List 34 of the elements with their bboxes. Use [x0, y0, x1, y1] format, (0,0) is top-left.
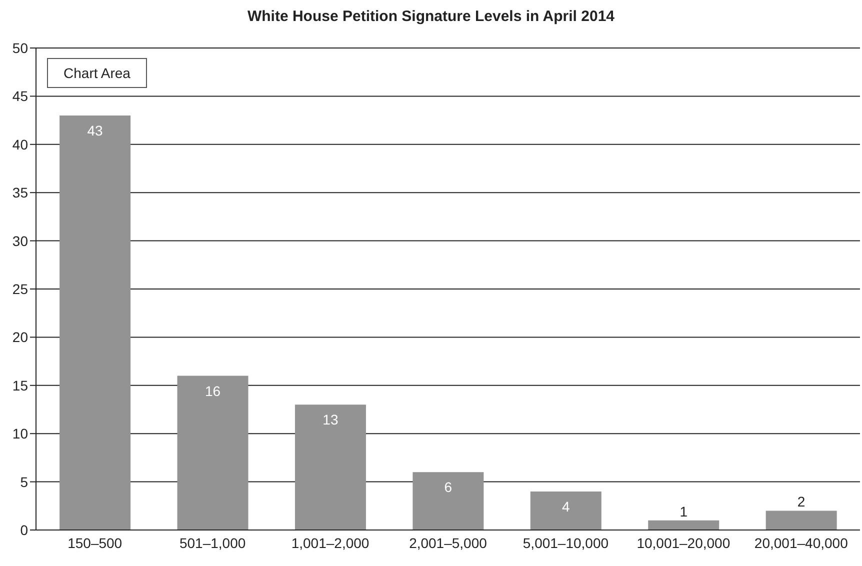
- x-tick-label: 501–1,000: [179, 534, 246, 551]
- bar: [766, 510, 837, 530]
- y-tick-label: 15: [12, 377, 28, 394]
- data-label: 13: [322, 412, 338, 428]
- annotation: Chart Area: [47, 58, 147, 88]
- bar: [648, 520, 720, 530]
- chart-title: White House Petition Signature Levels in April 2014: [246, 8, 616, 25]
- bar: [60, 115, 131, 530]
- bar: [530, 491, 602, 530]
- y-tick-label: 5: [20, 474, 28, 490]
- bar: [294, 404, 366, 530]
- y-tick-label: 45: [12, 88, 28, 104]
- x-tick-label: 150–500: [68, 534, 122, 551]
- x-tick-label: 5,001–10,000: [522, 534, 609, 551]
- data-label: 6: [444, 479, 452, 496]
- x-tick-label: 1,001–2,000: [291, 534, 370, 551]
- y-tick-label: 50: [12, 40, 28, 56]
- y-tick-label: 30: [12, 232, 28, 249]
- y-tick-label: 25: [12, 280, 28, 297]
- data-label: 43: [87, 122, 104, 138]
- y-tick-label: 0: [20, 522, 28, 538]
- data-label: 4: [562, 498, 570, 514]
- data-label: 2: [797, 494, 806, 510]
- bar: [412, 472, 484, 530]
- x-tick-label: 10,001–20,000: [636, 534, 730, 551]
- y-tick-label: 35: [12, 184, 28, 201]
- y-tick-label: 20: [12, 329, 28, 346]
- bar: [177, 376, 248, 530]
- data-label: 16: [204, 382, 221, 399]
- data-label: 1: [680, 503, 688, 520]
- x-tick-label: 2,001–5,000: [409, 534, 488, 551]
- y-tick-label: 40: [12, 136, 28, 152]
- y-tick-label: 10: [12, 426, 28, 442]
- x-tick-label: 20,001–40,000: [754, 534, 848, 551]
